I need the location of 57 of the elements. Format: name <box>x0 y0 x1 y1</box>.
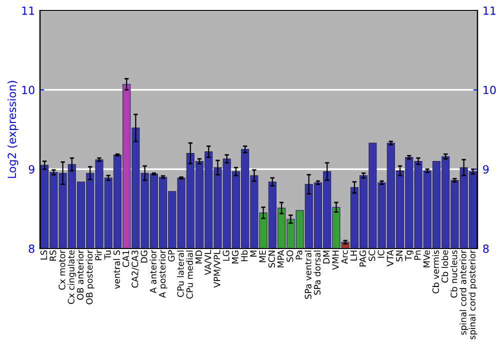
y2-tick-label: 11 <box>484 6 496 15</box>
x-tick-label: OB posterior <box>86 250 94 304</box>
y-tick-label: 9 <box>28 165 34 174</box>
x-tick-label: OB anterior <box>76 250 84 300</box>
x-tick-label: Tg <box>405 250 414 261</box>
x-tick-label: SC <box>368 250 376 261</box>
x-tick-label: A anterior <box>150 250 156 294</box>
x-tick-label: CPu lateral <box>177 250 184 297</box>
x-tick-label: MD <box>196 250 202 264</box>
x-tick-label: Tu <box>104 250 111 260</box>
x-tick-label: PAG <box>359 250 366 266</box>
x-tick-label: Pa <box>296 250 302 260</box>
x-tick-label: Cb nucleus <box>450 250 458 298</box>
x-tick-label: MVe <box>423 250 430 268</box>
x-tick-label: VMH <box>332 250 339 270</box>
y-tick-label: 8 <box>28 244 34 253</box>
y2-tick-label: 10 <box>484 86 496 94</box>
x-tick-label: SPa ventral <box>304 250 312 299</box>
x-tick-label: CA2/CA3 <box>132 250 139 288</box>
y2-tick-label: 9 <box>483 165 489 174</box>
x-tick-label: SO <box>286 250 294 262</box>
x-tick-label: Cx motor <box>58 250 66 290</box>
x-tick-label: MPA <box>278 250 284 268</box>
y-axis-title: Log2 (expression) <box>7 80 18 178</box>
y-tick-label: 11 <box>22 6 34 15</box>
x-tick-label: SCN <box>268 250 275 268</box>
x-tick-label: Pir <box>95 250 102 260</box>
x-tick-label: spinal cord anterior <box>460 250 468 335</box>
x-tick-label: LS <box>40 250 48 260</box>
x-tick-label: M <box>250 250 257 257</box>
x-tick-label: SPa dorsal <box>314 250 321 295</box>
x-tick-label: Cb lobe <box>441 250 448 283</box>
y2-tick-label: 8 <box>483 244 489 253</box>
x-tick-label: VA/VL <box>204 250 212 276</box>
x-tick-label: ME <box>259 250 266 262</box>
x-tick-label: Cb vermis <box>432 250 440 294</box>
x-tick-label: spinal cord posterior <box>468 250 478 340</box>
x-tick-label: IC <box>378 250 384 258</box>
x-tick-label: LG <box>222 250 230 261</box>
x-tick-label: VTA <box>386 250 394 266</box>
x-tick-label: GP <box>168 250 175 262</box>
x-tick-label: DM <box>323 250 330 264</box>
x-tick-label: Pn <box>414 250 421 260</box>
x-tick-label: Arc <box>341 250 348 264</box>
x-tick-label: LH <box>350 250 357 260</box>
x-tick-label: Hb <box>240 250 248 262</box>
x-tick-label: DG <box>140 250 148 263</box>
x-tick-label: Cx cingulate <box>68 250 76 304</box>
y-tick-label: 10 <box>22 86 34 94</box>
x-tick-label: VPM/VPL <box>214 250 221 288</box>
x-tick-label: MG <box>232 250 238 264</box>
x-tick-label: CPu medial <box>186 250 193 299</box>
x-tick-label: CA1 <box>122 250 130 268</box>
x-tick-label: ventral S <box>113 250 120 289</box>
x-tick-label: SN <box>396 250 403 262</box>
x-tick-label: A posterior <box>158 250 168 298</box>
x-tick-label: RS <box>50 250 56 261</box>
